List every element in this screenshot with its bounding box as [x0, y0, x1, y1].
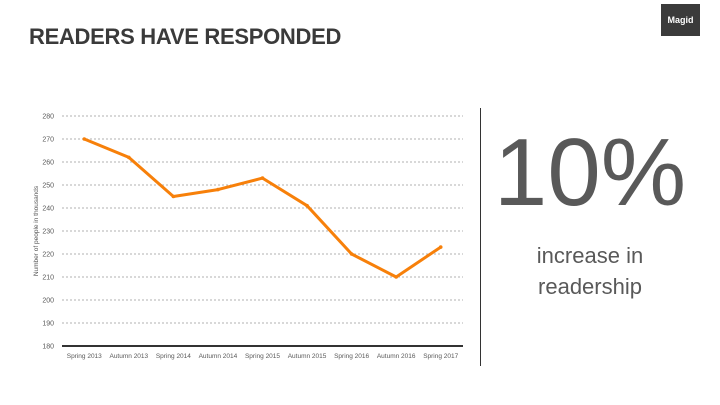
slide-title: READERS HAVE RESPONDED	[29, 24, 342, 49]
callout-line-1: increase in	[536, 243, 644, 268]
data-point	[82, 137, 87, 141]
y-tick-label: 280	[42, 114, 54, 121]
callout-text: increase in readership	[480, 240, 700, 302]
y-tick-label: 270	[42, 137, 54, 144]
x-tick-label: Spring 2013	[67, 353, 102, 360]
x-tick-label: Spring 2016	[334, 353, 369, 360]
y-tick-label: 200	[42, 298, 54, 305]
y-tick-label: 250	[42, 183, 54, 190]
divider	[480, 108, 481, 366]
y-tick-label: 210	[42, 275, 54, 282]
x-tick-label: Spring 2015	[245, 353, 280, 360]
data-point	[438, 245, 443, 249]
y-tick-label: 190	[42, 321, 54, 328]
data-point	[260, 176, 265, 180]
data-point	[127, 155, 131, 160]
y-tick-label: 230	[42, 229, 54, 236]
data-point	[216, 187, 220, 192]
y-tick-label: 180	[42, 344, 54, 351]
data-point	[349, 252, 354, 256]
y-tick-label: 260	[42, 160, 54, 167]
x-tick-label: Autumn 2014	[199, 353, 238, 360]
y-tick-label: 240	[42, 206, 54, 213]
callout-value: 10%	[493, 119, 687, 226]
data-point	[305, 203, 309, 208]
readers-line-chart: 180 190 200 210 220 230 240 250 260 270 280 Spring …	[33, 114, 463, 360]
magid-logo: Magid	[661, 4, 700, 36]
x-tick-label: Spring 2017	[423, 353, 458, 360]
callout-line-2: readership	[538, 274, 642, 299]
y-tick-label: 220	[42, 252, 54, 259]
x-tick-label: Autumn 2016	[377, 353, 416, 360]
x-tick-label: Autumn 2013	[109, 353, 148, 360]
data-point	[171, 194, 176, 199]
data-point	[394, 275, 398, 279]
x-tick-label: Spring 2014	[156, 353, 191, 360]
y-axis-label: Number of people in thousands	[33, 185, 40, 276]
x-tick-label: Autumn 2015	[288, 353, 327, 360]
